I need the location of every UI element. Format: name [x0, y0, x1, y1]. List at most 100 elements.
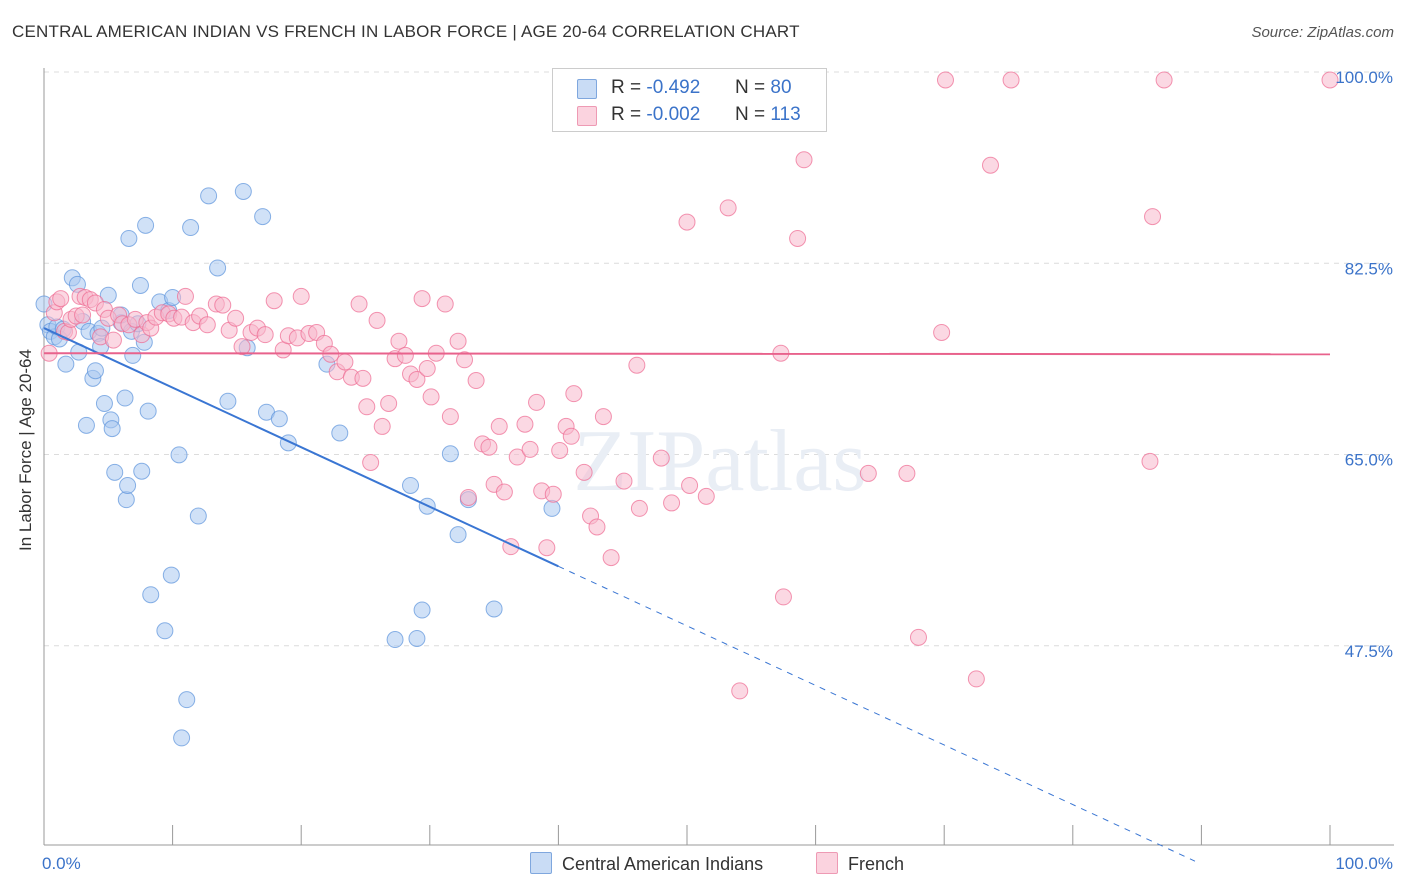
blue-point [200, 187, 218, 205]
pink-point [292, 287, 310, 305]
pink-point [422, 388, 440, 406]
legend-n-value-pink: 113 [770, 104, 801, 125]
pink-point [652, 449, 670, 467]
blue-point [95, 394, 113, 412]
pink-point [274, 341, 292, 359]
blue-point [408, 629, 426, 647]
pink-point [104, 331, 122, 349]
blue-point [86, 362, 104, 380]
blue-point [386, 631, 404, 649]
chart-title: CENTRAL AMERICAN INDIAN VS FRENCH IN LAB… [12, 22, 800, 41]
blue-point [142, 586, 160, 604]
pink-point [436, 295, 454, 313]
legend-n-value-blue: 80 [770, 77, 792, 98]
blue-trend-extension [558, 565, 1196, 862]
pink-point [1144, 208, 1162, 226]
legend-r-pink: R = -0.002 [611, 104, 700, 126]
legend-r-value-pink: -0.002 [646, 104, 701, 125]
legend-r-label-blue: R = [611, 77, 642, 98]
blue-point [178, 691, 196, 709]
bottom-legend-blue: Central American Indians [530, 852, 763, 875]
bottom-legend-label-pink: French [848, 854, 905, 874]
pink-point [380, 394, 398, 412]
pink-point [719, 199, 737, 217]
pink-point [1155, 71, 1173, 89]
tick-labels: 47.5% 65.0% 82.5% 100.0% 0.0% 100.0% [42, 68, 1393, 873]
pink-point [413, 290, 431, 308]
pink-point [663, 494, 681, 512]
blue-point [209, 259, 227, 277]
pink-point [521, 440, 539, 458]
blue-point [441, 445, 459, 463]
pink-point [528, 393, 546, 411]
pink-point [630, 499, 648, 517]
pink-point [408, 370, 426, 388]
legend-r-blue: R = -0.492 [611, 77, 700, 99]
pink-point [233, 338, 251, 356]
blue-point [131, 276, 149, 294]
pink-point [1321, 71, 1339, 89]
pink-point [602, 549, 620, 567]
blue-point [162, 566, 180, 584]
pink-point [227, 309, 245, 327]
blue-point [170, 446, 188, 464]
pink-point [933, 323, 951, 341]
pink-point [538, 539, 556, 557]
pink-point [214, 296, 232, 314]
trend-lines [43, 327, 1331, 862]
pink-point [508, 448, 526, 466]
pink-point [697, 487, 715, 505]
pink-point [362, 454, 380, 471]
pink-point [575, 463, 593, 481]
legend-n-pink: N = 113 [735, 104, 801, 126]
blue-point [106, 463, 124, 481]
blue-points-group [35, 182, 561, 747]
pink-point [628, 356, 646, 374]
pink-point [336, 353, 354, 371]
blue-point [270, 410, 288, 428]
legend-n-label-pink: N = [735, 104, 766, 125]
pink-point [516, 415, 534, 433]
axes [43, 68, 1394, 846]
blue-point [139, 402, 157, 420]
pink-point [456, 351, 474, 369]
pink-point [981, 156, 999, 174]
blue-point [254, 208, 272, 226]
blue-trend-line [43, 327, 559, 568]
pink-point [265, 292, 283, 310]
blue-point [77, 416, 95, 434]
blue-point [402, 476, 420, 494]
y-axis-label-wrap: In Labor Force | Age 20-64 [16, 300, 40, 600]
pink-point [256, 326, 274, 344]
bottom-legend-swatch-blue [530, 852, 552, 874]
legend-swatch-pink [577, 106, 597, 126]
grid-lines [44, 71, 1394, 647]
pink-point [1002, 71, 1020, 89]
pink-point [909, 628, 927, 646]
x-tick-label: 0.0% [42, 854, 81, 873]
pink-point [354, 369, 372, 387]
blue-point [234, 182, 252, 200]
legend-n-label-blue: N = [735, 77, 766, 98]
pink-point [731, 682, 749, 700]
pink-point [774, 588, 792, 606]
pink-point [1141, 452, 1159, 470]
pink-point [390, 332, 408, 350]
pink-point [565, 385, 583, 403]
blue-point [156, 622, 174, 640]
pink-point [678, 213, 696, 231]
blue-point [219, 392, 237, 410]
legend-r-value-blue: -0.492 [646, 77, 701, 98]
pink-points-group [40, 71, 1339, 700]
y-tick-label: 47.5% [1345, 642, 1393, 661]
pink-point [544, 485, 562, 503]
pink-point [52, 290, 70, 308]
pink-point [588, 518, 606, 536]
pink-point [373, 417, 391, 435]
blue-point [173, 729, 191, 747]
pink-point [74, 306, 92, 324]
blue-point [543, 499, 561, 517]
pink-point [396, 346, 414, 364]
y-tick-label: 82.5% [1345, 259, 1393, 278]
